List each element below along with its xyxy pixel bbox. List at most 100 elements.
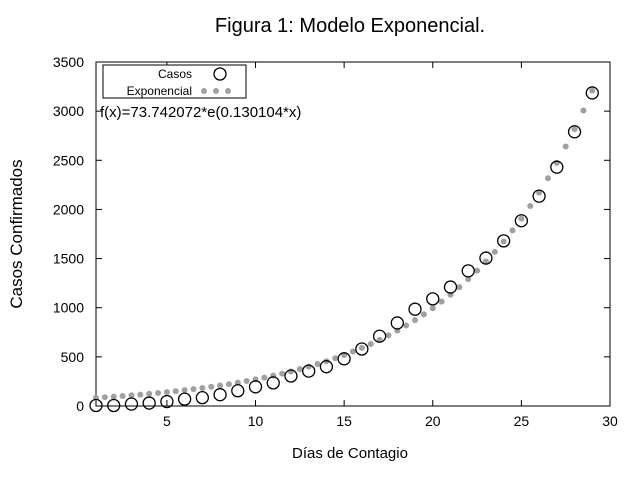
legend-marker-exponencial bbox=[201, 88, 231, 94]
exponencial-point bbox=[491, 248, 498, 255]
casos-point bbox=[497, 234, 511, 248]
exponencial-point bbox=[474, 267, 481, 274]
casos-point bbox=[89, 398, 103, 413]
casos-point bbox=[142, 396, 156, 410]
fit-annotation: f(x)=73.742072*e(0.130104*x) bbox=[100, 104, 301, 121]
exponencial-point bbox=[580, 107, 587, 114]
exponencial-point bbox=[500, 238, 507, 245]
exponencial-point bbox=[403, 322, 410, 329]
legend-marker-casos bbox=[213, 67, 227, 81]
x-tick-label: 25 bbox=[514, 413, 530, 429]
casos-point bbox=[302, 364, 316, 378]
exponencial-point bbox=[420, 311, 427, 318]
exponencial-point bbox=[385, 332, 392, 339]
casos-point bbox=[195, 390, 209, 405]
casos-point bbox=[426, 292, 440, 306]
x-tick-label: 10 bbox=[248, 413, 264, 429]
exponencial-point bbox=[456, 284, 463, 291]
y-tick-label: 3500 bbox=[53, 54, 84, 70]
casos-point bbox=[231, 384, 245, 398]
exponencial-point bbox=[146, 390, 153, 397]
casos-point bbox=[266, 376, 280, 390]
y-tick-label: 0 bbox=[76, 398, 84, 414]
chart-title: Figura 1: Modelo Exponencial. bbox=[215, 15, 485, 37]
exponencial-point bbox=[536, 189, 543, 196]
exponencial-point bbox=[225, 381, 232, 388]
casos-point bbox=[213, 388, 227, 402]
casos-point bbox=[124, 397, 139, 411]
exponencial-point bbox=[376, 336, 383, 343]
legend-dot bbox=[213, 88, 219, 94]
casos-point bbox=[479, 251, 493, 265]
y-tick-label: 1000 bbox=[53, 300, 84, 316]
exponencial-point bbox=[172, 388, 179, 395]
x-tick-label: 5 bbox=[163, 413, 171, 429]
casos-point bbox=[355, 342, 369, 356]
casos-point bbox=[461, 264, 475, 278]
exponencial-point bbox=[128, 392, 135, 399]
casos-point bbox=[177, 392, 192, 406]
exponencial-point bbox=[296, 366, 303, 373]
exponencial-point bbox=[527, 202, 534, 209]
legend-label-exponencial: Exponencial bbox=[127, 84, 192, 98]
exponencial-point bbox=[234, 379, 241, 386]
casos-point bbox=[284, 369, 298, 383]
casos-point bbox=[390, 316, 404, 330]
exponencial-point bbox=[287, 368, 294, 375]
exponencial-point bbox=[438, 298, 445, 305]
legend-dot bbox=[201, 88, 207, 94]
exponencial-point bbox=[429, 305, 436, 312]
exponencial-point bbox=[190, 386, 197, 393]
exponencial-point bbox=[155, 389, 162, 396]
y-axis-label: Casos Confirmados bbox=[7, 159, 26, 308]
casos-point bbox=[514, 214, 529, 228]
exponencial-point bbox=[199, 384, 206, 391]
exponencial-point bbox=[163, 389, 170, 396]
exponencial-point bbox=[562, 143, 569, 150]
exponencial-point bbox=[137, 391, 144, 398]
exponencial-point bbox=[412, 317, 419, 324]
exponencial-point bbox=[509, 227, 516, 234]
x-tick-label: 30 bbox=[602, 413, 618, 429]
exponencial-point bbox=[181, 387, 188, 394]
exponencial-point bbox=[482, 258, 489, 265]
y-tick-label: 2500 bbox=[53, 152, 84, 168]
y-tick-label: 500 bbox=[61, 349, 85, 365]
casos-point bbox=[107, 398, 121, 413]
exponencial-point bbox=[589, 87, 596, 94]
exponencial-point bbox=[119, 392, 126, 399]
exponencial-point bbox=[465, 276, 472, 283]
exponencial-point bbox=[518, 215, 525, 222]
casos-point bbox=[248, 380, 263, 394]
casos-point bbox=[567, 125, 582, 139]
y-tick-label: 1500 bbox=[53, 251, 84, 267]
casos-point bbox=[443, 280, 458, 294]
exponencial-point bbox=[279, 370, 286, 377]
casos-point bbox=[319, 360, 334, 374]
plot-frame bbox=[95, 61, 611, 407]
exponencial-point bbox=[217, 382, 224, 389]
casos-point bbox=[408, 302, 422, 316]
exponencial-point bbox=[544, 175, 551, 182]
exponencial-point bbox=[208, 383, 215, 390]
legend-box bbox=[102, 64, 247, 99]
casos-point bbox=[550, 160, 564, 174]
exponencial-point bbox=[350, 348, 356, 355]
exponencial-point bbox=[101, 394, 108, 401]
exponencial-point bbox=[332, 355, 339, 362]
exponencial-point bbox=[110, 393, 117, 400]
exponencial-point bbox=[243, 378, 250, 385]
legend-label-casos: Casos bbox=[158, 67, 192, 81]
casos-point bbox=[372, 329, 387, 343]
x-tick-label: 20 bbox=[425, 413, 441, 429]
casos-point bbox=[585, 86, 599, 100]
exponencial-point bbox=[367, 340, 374, 347]
casos-point bbox=[337, 352, 351, 366]
exponencial-point bbox=[314, 361, 321, 368]
legend-dot bbox=[225, 88, 231, 94]
exponencial-point bbox=[571, 126, 578, 133]
x-axis-label: Días de Contagio bbox=[292, 445, 408, 462]
casos-point bbox=[160, 394, 174, 409]
